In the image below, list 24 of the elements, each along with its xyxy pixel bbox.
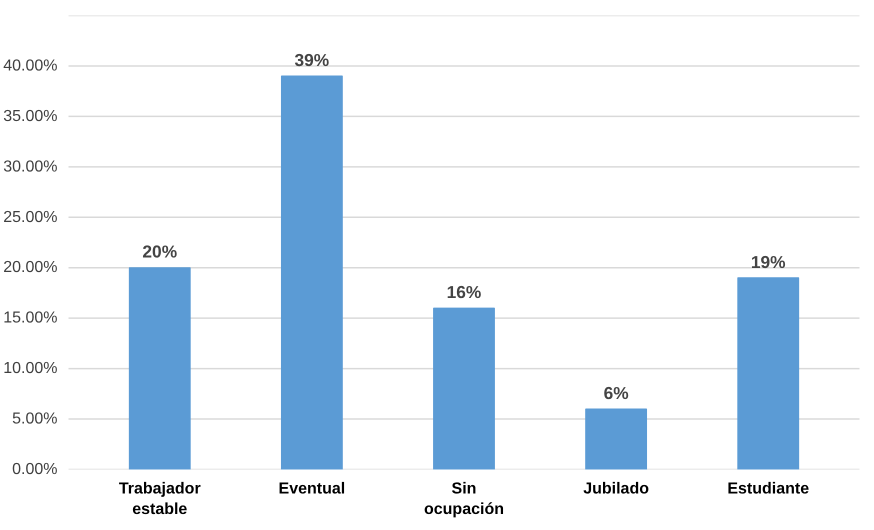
data-label: 16% [446, 282, 482, 302]
data-label: 20% [142, 242, 178, 262]
bar [585, 408, 648, 470]
bar [128, 267, 191, 470]
y-tick-label: 0.00% [12, 461, 58, 478]
bar [280, 76, 343, 470]
y-tick-label: 15.00% [3, 310, 58, 327]
y-tick-label: 20.00% [3, 259, 58, 276]
x-tick-label: Jubilado [583, 480, 650, 498]
y-tick-label: 35.00% [3, 108, 58, 125]
data-label: 39% [294, 50, 330, 70]
bar [737, 277, 800, 470]
y-tick-label: 40.00% [3, 57, 58, 74]
y-tick-label: 25.00% [3, 208, 58, 226]
y-tick-label: 5.00% [12, 410, 58, 428]
x-tick-label: Sin ocupación [424, 480, 504, 518]
data-label: 6% [604, 382, 629, 403]
x-tick-label: Estudiante [727, 480, 810, 498]
x-tick-label: Trabajador estable [118, 480, 201, 518]
x-tick-label: Eventual [278, 480, 346, 498]
bar [433, 308, 495, 470]
y-tick-label: 30.00% [3, 158, 58, 176]
data-label: 19% [750, 252, 786, 272]
y-tick-label: 10.00% [3, 360, 58, 378]
